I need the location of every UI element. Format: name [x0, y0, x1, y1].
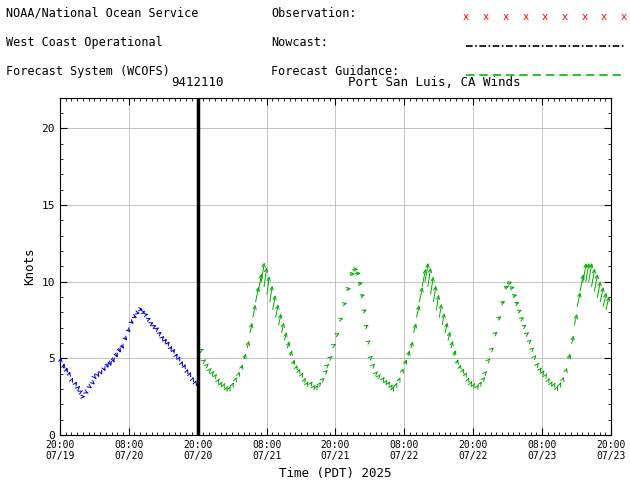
Text: West Coast Operational: West Coast Operational [6, 36, 163, 49]
Text: Nowcast:: Nowcast: [271, 36, 328, 49]
Text: Port San Luis, CA Winds: Port San Luis, CA Winds [348, 76, 521, 89]
X-axis label: Time (PDT) 2025: Time (PDT) 2025 [279, 467, 392, 480]
Text: x: x [561, 12, 568, 22]
Text: Forecast Guidance:: Forecast Guidance: [271, 64, 399, 78]
Text: x: x [581, 12, 587, 22]
Text: x: x [483, 12, 489, 22]
Text: 9412110: 9412110 [171, 76, 224, 89]
Text: x: x [463, 12, 469, 22]
Y-axis label: Knots: Knots [23, 248, 36, 285]
Text: x: x [542, 12, 548, 22]
Text: x: x [601, 12, 607, 22]
Text: x: x [522, 12, 529, 22]
Text: Observation:: Observation: [271, 7, 357, 20]
Text: x: x [621, 12, 627, 22]
Text: Forecast System (WCOFS): Forecast System (WCOFS) [6, 64, 170, 78]
Text: x: x [503, 12, 508, 22]
Text: NOAA/National Ocean Service: NOAA/National Ocean Service [6, 7, 198, 20]
